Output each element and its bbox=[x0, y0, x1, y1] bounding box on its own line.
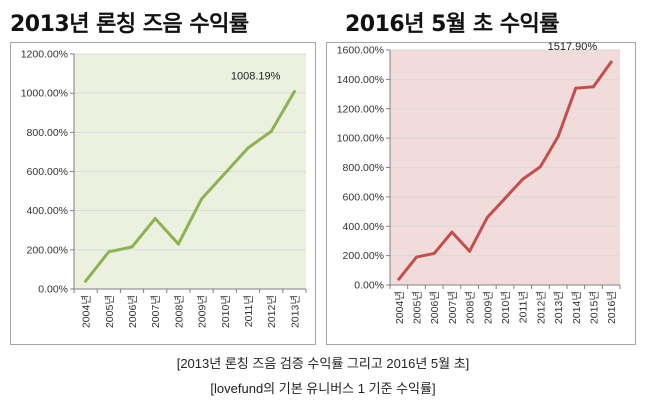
left-data-point bbox=[223, 171, 227, 175]
right-data-point bbox=[485, 215, 489, 219]
right-y-tick-label: 200.00% bbox=[343, 250, 384, 262]
left-y-tick-label: 400.00% bbox=[27, 205, 68, 217]
left-x-tick-label: 2012년 bbox=[266, 295, 278, 328]
right-x-tick-label: 2005년 bbox=[412, 291, 424, 324]
left-data-point bbox=[107, 250, 111, 254]
right-x-tick-label: 2014년 bbox=[571, 291, 583, 324]
right-chart: 0.00% 200.00% 400.00% 600.00% 800.00% 1000.00… bbox=[326, 41, 636, 349]
caption-line-1: [2013년 론칭 즈음 검증 수익률 그리고 2016년 5월 초] bbox=[176, 356, 470, 371]
left-data-point bbox=[200, 197, 204, 201]
caption-line-2: [lovefund의 기본 유니버스 1 기준 수익률] bbox=[210, 381, 436, 396]
right-data-point bbox=[591, 85, 595, 89]
right-x-tick-label: 2013년 bbox=[553, 291, 565, 324]
right-x-tick-label: 2015년 bbox=[588, 291, 600, 324]
right-x-tick-label: 2007년 bbox=[447, 291, 459, 324]
left-x-tick-label: 2011년 bbox=[243, 295, 255, 327]
right-y-tick-label: 1600.00% bbox=[337, 45, 384, 57]
right-data-point bbox=[432, 251, 436, 255]
right-y-tick-label: 400.00% bbox=[343, 221, 384, 233]
right-x-tick-label: 2016년 bbox=[606, 291, 618, 324]
left-data-point bbox=[246, 146, 250, 150]
left-x-tick-label: 2006년 bbox=[127, 295, 139, 328]
left-x-tick-label: 2013년 bbox=[289, 295, 301, 328]
right-chart-svg: 0.00% 200.00% 400.00% 600.00% 800.00% 1000.00… bbox=[326, 41, 636, 345]
right-y-tick-label: 1400.00% bbox=[337, 74, 384, 86]
right-x-tick-label: 2008년 bbox=[465, 291, 477, 324]
left-x-tick-label: 2010년 bbox=[220, 295, 232, 328]
right-x-tick-label: 2006년 bbox=[429, 291, 441, 324]
left-chart-heading: 2013년 론칭 즈음 수익률 bbox=[10, 12, 249, 37]
right-data-point bbox=[538, 165, 542, 169]
left-y-tick-label: 1200.00% bbox=[21, 49, 68, 61]
left-data-point bbox=[84, 279, 88, 283]
right-data-point bbox=[450, 230, 454, 234]
right-data-point bbox=[503, 196, 507, 200]
right-chart-heading: 2016년 5월 초 수익률 bbox=[345, 12, 559, 37]
right-x-tick-label: 2010년 bbox=[500, 291, 512, 324]
left-y-tick-label: 600.00% bbox=[27, 166, 68, 178]
left-series-line bbox=[84, 90, 296, 283]
right-data-point bbox=[415, 255, 419, 259]
left-x-tick-label: 2008년 bbox=[173, 295, 185, 328]
left-annotation-label: 1008.19% bbox=[231, 71, 281, 83]
right-y-tick-label: 1000.00% bbox=[337, 133, 384, 145]
left-chart: 0.00% 200.00% 400.00% 600.00% 800.00% 1000.00… bbox=[10, 42, 316, 349]
right-y-tick-label: 1200.00% bbox=[337, 103, 384, 115]
right-y-tick-label: 0.00% bbox=[354, 280, 384, 292]
left-data-point bbox=[292, 90, 296, 94]
right-y-tick-label: 600.00% bbox=[343, 191, 384, 203]
left-data-point bbox=[130, 245, 134, 249]
left-x-tick-label: 2007년 bbox=[150, 295, 162, 328]
right-data-point bbox=[468, 249, 472, 253]
right-data-point bbox=[574, 86, 578, 90]
left-y-tick-label: 1000.00% bbox=[21, 88, 68, 100]
left-y-tick-label: 0.00% bbox=[38, 284, 68, 296]
left-data-point bbox=[153, 217, 157, 220]
right-x-tick-label: 2012년 bbox=[535, 291, 547, 324]
right-x-tick-label: 2009년 bbox=[482, 291, 494, 324]
left-data-point bbox=[176, 242, 180, 246]
left-y-tick-label: 800.00% bbox=[27, 127, 68, 139]
left-chart-svg: 0.00% 200.00% 400.00% 600.00% 800.00% 1000.00… bbox=[10, 42, 316, 345]
right-data-point bbox=[521, 177, 525, 181]
left-x-tick-label: 2004년 bbox=[81, 295, 93, 328]
right-x-tick-label: 2004년 bbox=[394, 291, 406, 324]
right-annotation-label: 1517.90% bbox=[548, 42, 598, 53]
right-data-point bbox=[609, 60, 613, 64]
left-y-tick-label: 200.00% bbox=[27, 244, 68, 256]
right-y-tick-label: 800.00% bbox=[343, 162, 384, 174]
left-x-tick-label: 2005년 bbox=[104, 295, 116, 328]
right-x-tick-label: 2011년 bbox=[518, 291, 530, 323]
left-data-point bbox=[269, 129, 273, 133]
right-data-point bbox=[556, 135, 560, 139]
left-x-tick-label: 2009년 bbox=[197, 295, 209, 328]
right-data-point bbox=[397, 277, 401, 281]
